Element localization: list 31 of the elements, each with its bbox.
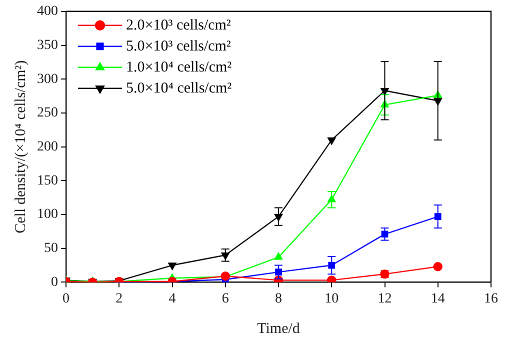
x-tick-label: 6 bbox=[222, 291, 229, 306]
y-tick-label: 250 bbox=[37, 106, 58, 121]
x-tick-label: 16 bbox=[484, 291, 498, 306]
x-tick-label: 8 bbox=[275, 291, 282, 306]
y-tick-label: 300 bbox=[37, 72, 58, 87]
y-tick-label: 150 bbox=[37, 173, 58, 188]
y-tick-label: 350 bbox=[37, 38, 58, 53]
point bbox=[433, 262, 442, 272]
legend-label: 5.0×10³ cells/cm² bbox=[126, 38, 232, 54]
point bbox=[327, 276, 336, 282]
point bbox=[328, 137, 336, 145]
point bbox=[274, 252, 283, 260]
y-tick-label: 100 bbox=[37, 207, 58, 222]
legend-label: 5.0×10⁴ cells/cm² bbox=[126, 80, 232, 96]
x-tick-label: 10 bbox=[324, 291, 339, 306]
x-tick-label: 0 bbox=[62, 291, 70, 306]
x-axis-title: Time/d bbox=[257, 320, 300, 337]
y-axis-title: Cell density/(×10⁴ cells/cm²) bbox=[12, 60, 29, 234]
y-tick-label: 400 bbox=[37, 4, 58, 20]
x-tick-label: 2 bbox=[116, 291, 123, 306]
legend-label: 2.0×10³ cells/cm² bbox=[126, 17, 232, 34]
y-tick-label: 50 bbox=[44, 241, 58, 256]
y-tick-label: 200 bbox=[37, 139, 58, 154]
x-tick-label: 14 bbox=[430, 291, 445, 306]
x-tick-label: 12 bbox=[378, 291, 392, 306]
point bbox=[168, 262, 176, 270]
x-tick-label: 4 bbox=[168, 291, 176, 306]
point bbox=[275, 268, 282, 276]
y-tick-label: 0 bbox=[51, 274, 58, 290]
point bbox=[434, 213, 442, 220]
legend-label: 1.0×10⁴ cells/cm² bbox=[126, 59, 232, 76]
